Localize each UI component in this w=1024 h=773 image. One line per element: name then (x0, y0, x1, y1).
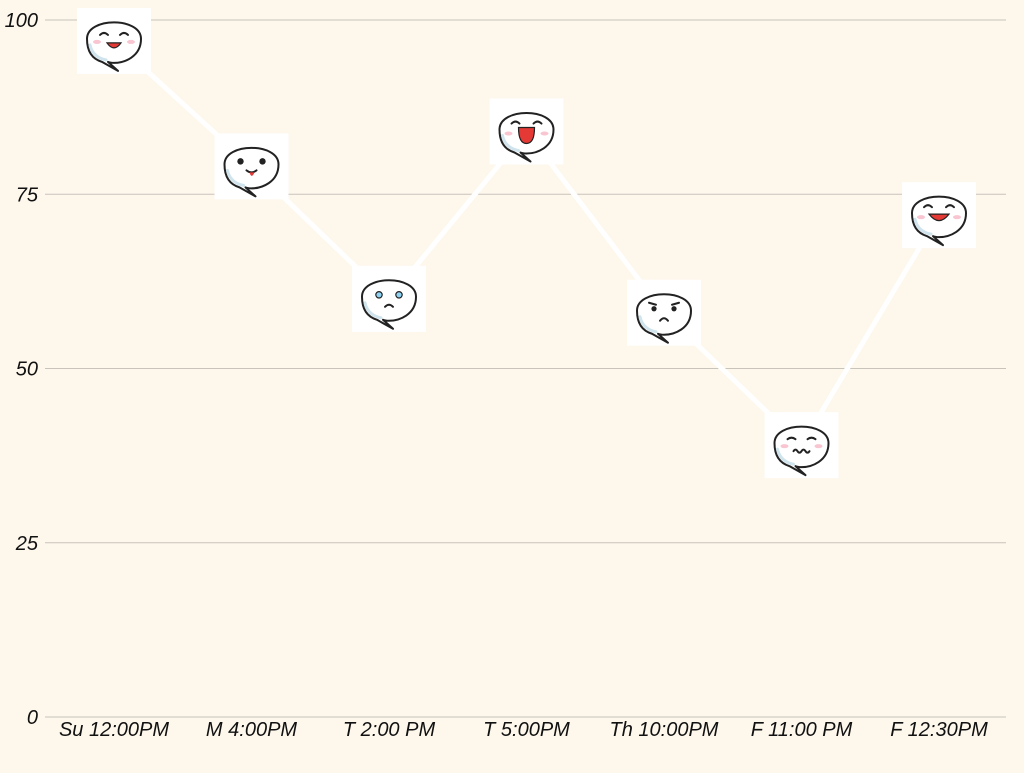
tongue-out-speech-bubble-icon (214, 133, 289, 200)
marker-layer (77, 7, 976, 479)
upset-squiggle-mouth-speech-bubble-icon (764, 412, 839, 479)
y-tick-label: 75 (16, 184, 39, 206)
open-mouth-happy-speech-bubble-icon (489, 98, 564, 165)
frowning-speech-bubble-icon (627, 279, 701, 346)
x-tick-label: F 12:30PM (890, 719, 988, 741)
x-tick-label: T 5:00PM (483, 719, 570, 741)
laughing-speech-bubble-icon (77, 7, 151, 74)
x-tick-label: T 2:00 PM (343, 719, 436, 741)
x-tick-label: F 11:00 PM (751, 719, 853, 741)
grid-layer (45, 19, 1006, 718)
y-tick-label: 100 (5, 10, 38, 32)
y-axis-ticks: 0 25 50 75 100 (5, 10, 39, 729)
x-tick-label: M 4:00PM (206, 719, 297, 741)
y-tick-label: 0 (27, 707, 38, 729)
x-tick-label: Su 12:00PM (59, 719, 169, 741)
y-tick-label: 50 (16, 359, 38, 381)
grinning-speech-bubble-icon (902, 182, 976, 249)
sad-teary-speech-bubble-icon (352, 265, 426, 332)
x-axis-ticks: Su 12:00PM M 4:00PM T 2:00 PM T 5:00PM Th 10… (59, 719, 988, 741)
y-tick-label: 25 (15, 533, 39, 555)
x-tick-label: Th 10:00PM (610, 719, 719, 741)
